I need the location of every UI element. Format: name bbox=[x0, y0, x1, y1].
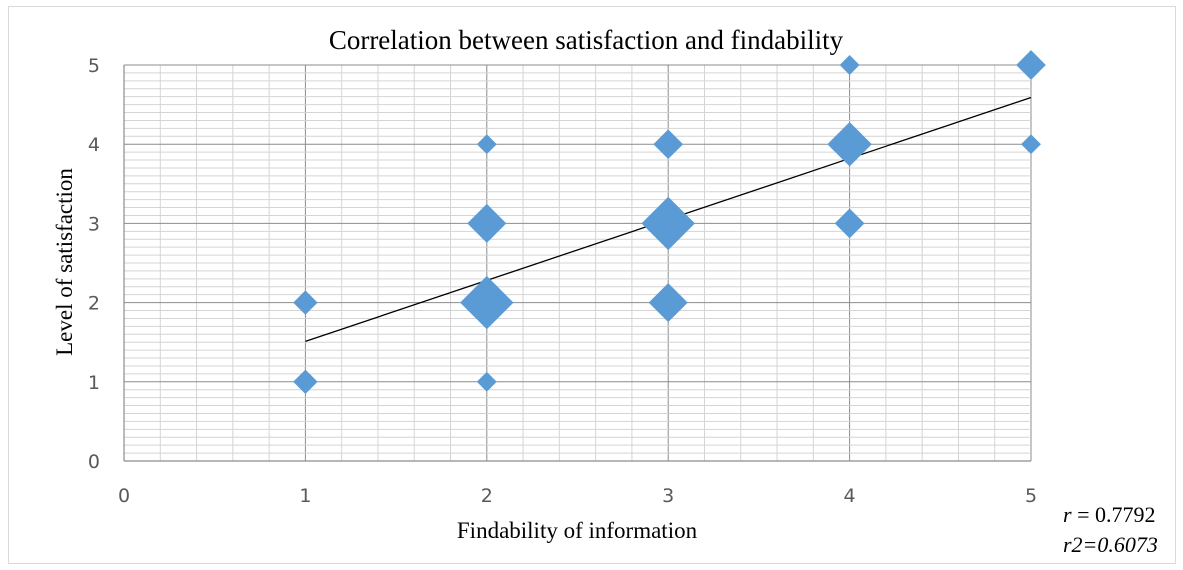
data-point bbox=[460, 275, 514, 330]
data-point bbox=[839, 55, 860, 75]
y-tick-label: 2 bbox=[88, 293, 100, 315]
x-tick-label: 3 bbox=[662, 485, 674, 507]
x-tick-label: 1 bbox=[299, 485, 311, 507]
correlation-r: r = 0.7792 bbox=[1063, 502, 1155, 527]
data-point bbox=[293, 369, 318, 394]
y-tick-label: 1 bbox=[88, 372, 100, 394]
x-tick-label: 0 bbox=[118, 485, 130, 507]
data-point bbox=[834, 208, 865, 239]
correlation-r-value: 0.7792 bbox=[1095, 502, 1156, 527]
correlation-r2: r2=0.6073 bbox=[1063, 532, 1158, 557]
y-tick-label: 4 bbox=[88, 134, 100, 156]
data-point bbox=[641, 196, 695, 251]
grid bbox=[123, 64, 1032, 462]
data-point bbox=[1021, 134, 1041, 155]
x-tick-label: 4 bbox=[844, 485, 856, 507]
x-tick-label: 5 bbox=[1025, 485, 1037, 507]
y-tick-label: 0 bbox=[88, 451, 100, 473]
data-point bbox=[293, 290, 318, 315]
chart-frame bbox=[8, 6, 1176, 564]
data-point bbox=[476, 134, 497, 155]
axes bbox=[123, 65, 1031, 462]
data-point bbox=[648, 283, 688, 323]
data-points bbox=[293, 50, 1046, 394]
y-tick-label: 3 bbox=[88, 213, 100, 235]
y-axis-label: Level of satisfaction bbox=[52, 168, 77, 356]
x-axis-label: Findability of information bbox=[457, 518, 698, 543]
data-point bbox=[827, 122, 872, 167]
chart-title: Correlation between satisfaction and fin… bbox=[329, 25, 844, 55]
data-point bbox=[653, 129, 684, 160]
y-tick-label: 5 bbox=[88, 55, 100, 77]
data-point bbox=[476, 371, 497, 392]
y-tick-labels: 0 1 2 3 4 5 bbox=[88, 55, 100, 473]
data-point bbox=[467, 203, 507, 243]
data-point bbox=[1016, 50, 1046, 80]
correlation-r-label: r bbox=[1063, 502, 1072, 527]
x-tick-label: 2 bbox=[481, 485, 493, 507]
x-tick-labels: 0 1 2 3 4 5 bbox=[118, 485, 1037, 507]
